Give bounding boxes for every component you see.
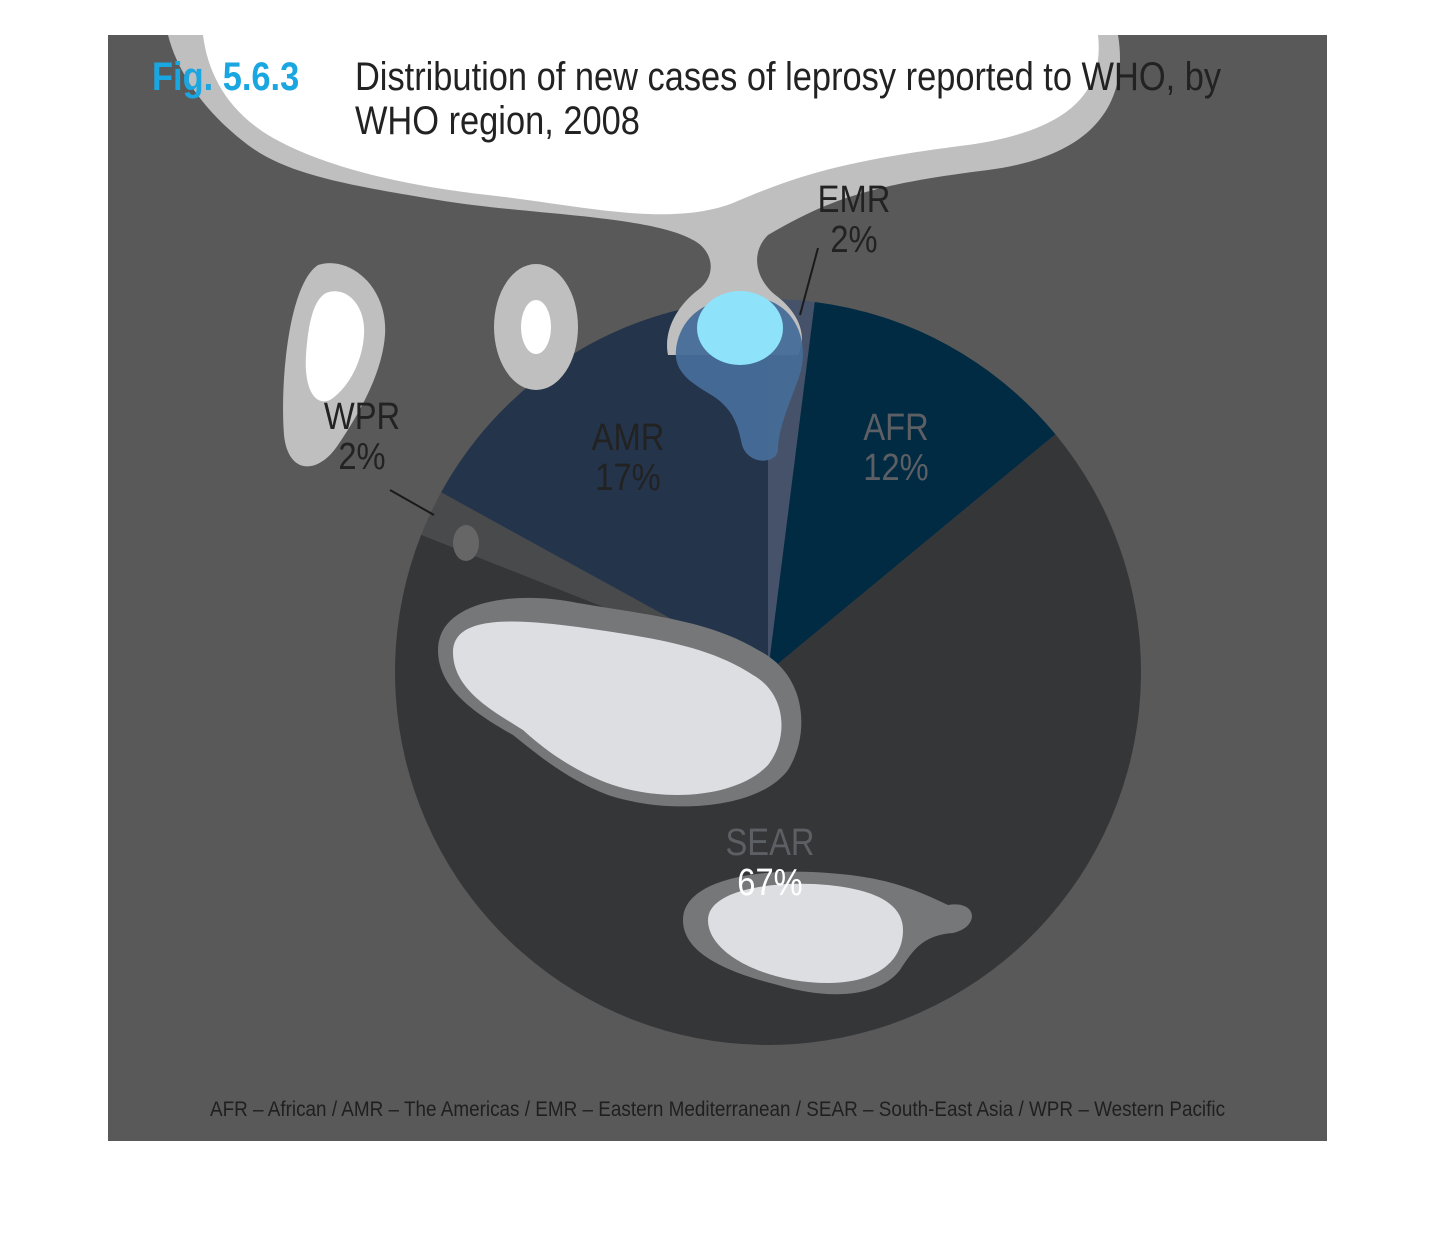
pie-chart	[168, 35, 1142, 1045]
slice-label-sear: SEAR 67%	[710, 823, 830, 903]
slice-label-emr: EMR 2%	[794, 180, 914, 260]
slice-label-wpr: WPR 2%	[302, 397, 422, 477]
afr-percent-label: 12%	[863, 447, 929, 489]
left-blob-decoration	[438, 597, 802, 807]
pie-slice-afr	[768, 301, 1056, 672]
sear-region-label: SEAR	[725, 822, 815, 864]
amr-percent-label: 17%	[595, 457, 661, 499]
wpr-region-label: WPR	[323, 396, 401, 438]
drip-decoration	[675, 291, 803, 461]
eye-right-decoration	[494, 264, 578, 390]
small-dot-decoration	[453, 525, 479, 561]
sear-percent-label: 67%	[737, 862, 803, 904]
amr-region-label: AMR	[591, 417, 665, 459]
figure-title-text: Distribution of new cases of leprosy rep…	[354, 55, 1222, 143]
slice-label-amr: AMR 17%	[568, 418, 688, 498]
wpr-percent-label: 2%	[338, 436, 386, 478]
emr-leader-line	[799, 247, 819, 316]
emr-region-label: EMR	[817, 179, 891, 221]
wpr-leader-line	[389, 489, 435, 516]
pie-slice-amr	[441, 299, 768, 672]
eye-left-decoration	[283, 263, 386, 467]
slice-label-afr: AFR 12%	[836, 408, 956, 488]
afr-region-label: AFR	[863, 407, 929, 449]
top-cloud-decoration	[168, 35, 1121, 355]
pie-slices	[395, 299, 1142, 1045]
emr-percent-label: 2%	[830, 219, 878, 261]
bottom-blob-decoration	[683, 871, 972, 995]
figure-number: Fig. 5.6.3	[152, 55, 300, 99]
leader-lines	[389, 247, 819, 516]
figure-panel: Fig. 5.6.3 Distribution of new cases of …	[108, 35, 1327, 1141]
region-abbreviations-footnote: AFR – African / AMR – The Americas / EMR…	[209, 1098, 1226, 1121]
